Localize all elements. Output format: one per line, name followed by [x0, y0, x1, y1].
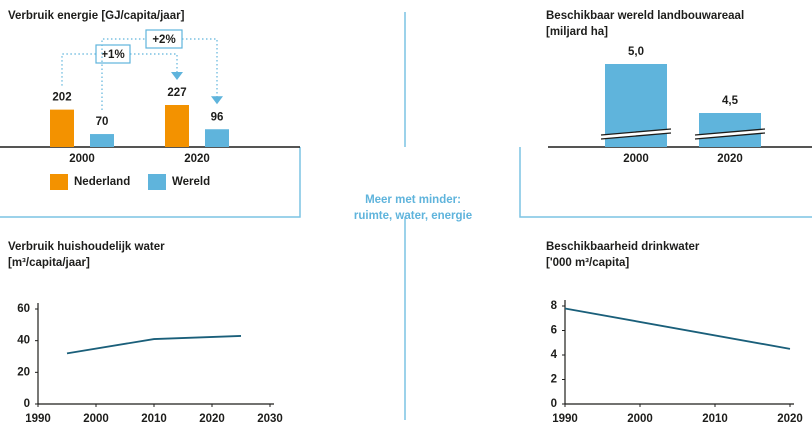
x-tick-label: 2020 — [717, 153, 743, 165]
x-tick-label: 2020 — [777, 413, 803, 425]
legend-label: Wereld — [172, 176, 210, 188]
x-tick-label: 2020 — [199, 413, 225, 425]
data-line — [564, 307, 791, 350]
y-tick-label: 20 — [17, 366, 30, 378]
chart-subtitle: [miljard ha] — [546, 26, 608, 38]
annotation: +2% — [152, 34, 175, 46]
y-tick-label: 4 — [551, 349, 558, 361]
data-label: 5,0 — [628, 46, 644, 58]
axis-break — [601, 129, 671, 139]
bar — [165, 105, 189, 147]
arrow-head — [211, 96, 223, 105]
center-label: ruimte, water, energie — [354, 210, 472, 222]
axis-break — [694, 128, 766, 140]
bar — [90, 134, 114, 147]
legend-swatch — [148, 174, 166, 190]
y-tick-label: 8 — [551, 300, 558, 312]
y-tick-label: 6 — [551, 325, 557, 337]
data-label: 202 — [52, 92, 71, 104]
data-label: 70 — [96, 116, 109, 128]
arrow-head — [171, 72, 183, 80]
chart-title: Beschikbaarheid drinkwater — [546, 241, 700, 253]
center-label: Meer met minder: — [365, 194, 461, 206]
annotation-box — [95, 44, 131, 64]
x-tick-label: 2010 — [141, 413, 167, 425]
bar — [50, 109, 74, 147]
chart-title: Verbruik huishoudelijk water — [8, 241, 165, 253]
x-tick-label: 2000 — [627, 413, 653, 425]
data-label: 227 — [167, 87, 186, 99]
x-tick-label: 2020 — [184, 153, 210, 165]
y-tick-label: 60 — [17, 303, 30, 315]
x-tick-label: 2010 — [702, 413, 728, 425]
x-tick-label: 2000 — [623, 153, 649, 165]
annotation-box — [145, 29, 183, 49]
x-tick-label: 2000 — [83, 413, 109, 425]
annotation: +1% — [101, 49, 124, 61]
data-line — [66, 335, 242, 355]
x-tick-label: 1990 — [552, 413, 578, 425]
legend-label: Nederland — [74, 176, 130, 188]
chart-subtitle: [m³/capita/jaar] — [8, 257, 90, 269]
y-tick-label: 0 — [24, 398, 30, 410]
y-tick-label: 2 — [551, 374, 557, 386]
axis-break — [695, 129, 765, 139]
x-tick-label: 2030 — [257, 413, 283, 425]
data-label: 96 — [211, 111, 224, 123]
connector — [101, 38, 218, 111]
legend-swatch — [50, 174, 68, 190]
chart-subtitle: ['000 m³/capita] — [546, 257, 629, 269]
chart-title: Verbruik energie [GJ/capita/jaar] — [8, 10, 185, 22]
divider — [0, 12, 812, 420]
data-label: 4,5 — [722, 95, 739, 107]
y-tick-label: 40 — [17, 335, 30, 347]
chart-title: Beschikbaar wereld landbouwareaal — [546, 10, 744, 22]
bar — [205, 129, 229, 147]
y-tick-label: 0 — [551, 398, 557, 410]
axis-break — [600, 128, 672, 140]
x-tick-label: 1990 — [25, 413, 51, 425]
x-tick-label: 2000 — [69, 153, 95, 165]
